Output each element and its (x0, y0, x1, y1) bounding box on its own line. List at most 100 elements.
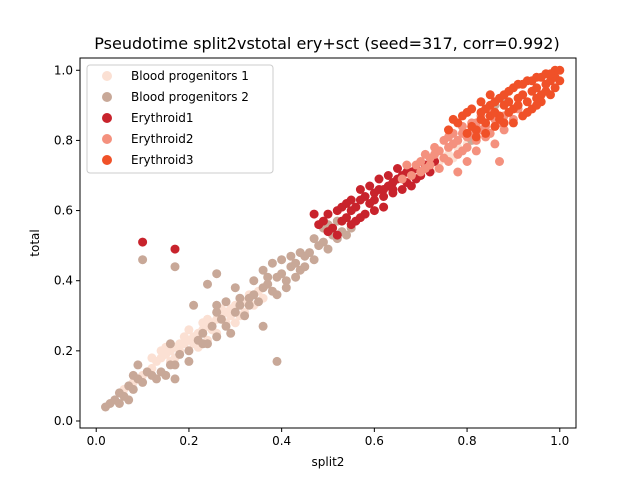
scatter-point-4 (532, 83, 542, 93)
legend-label: Erythroid3 (131, 153, 194, 167)
scatter-point-3 (453, 135, 463, 145)
scatter-point-4 (481, 128, 491, 138)
scatter-point-3 (471, 146, 481, 156)
scatter-point-4 (513, 100, 523, 110)
scatter-point-3 (444, 132, 453, 142)
plot-frame (79, 57, 577, 429)
scatter-point-4 (527, 76, 537, 86)
y-tick-label: 0.2 (54, 344, 73, 358)
legend-label: Erythroid2 (131, 132, 194, 146)
scatter-point-4 (504, 97, 514, 107)
chart-title: Pseudotime split2vstotal ery+sct (seed=3… (94, 34, 559, 53)
scatter-point-1 (212, 332, 222, 342)
scatter-point-4 (541, 86, 551, 96)
scatter-point-0 (179, 332, 189, 342)
scatter-point-1 (309, 255, 319, 265)
legend-marker (102, 113, 112, 123)
scatter-point-3 (420, 149, 430, 159)
scatter-point-2 (360, 192, 370, 201)
scatter-point-1 (309, 234, 319, 244)
scatter-point-3 (453, 149, 463, 159)
scatter-point-4 (444, 125, 453, 135)
y-tick-label: 0.8 (54, 133, 73, 147)
y-tick-label: 0.4 (54, 274, 73, 288)
scatter-point-2 (374, 174, 384, 184)
legend-label: Blood progenitors 2 (131, 90, 249, 104)
scatter-point-1 (254, 297, 263, 307)
scatter-point-1 (170, 360, 180, 370)
scatter-point-1 (138, 377, 148, 387)
scatter-point-0 (203, 314, 212, 324)
scatter-point-2 (406, 181, 416, 191)
legend-box (86, 64, 274, 174)
scatter-point-2 (365, 181, 375, 191)
scatter-point-1 (184, 356, 194, 366)
scatter-point-1 (235, 300, 245, 310)
scatter-point-2 (369, 206, 379, 216)
scatter-point-4 (555, 76, 565, 86)
scatter-point-4 (499, 90, 509, 100)
scatter-point-3 (444, 157, 453, 166)
legend-label: Blood progenitors 1 (131, 69, 249, 83)
scatter-point-1 (175, 349, 185, 359)
y-axis-label: total (28, 229, 42, 256)
scatter-point-1 (286, 251, 296, 261)
scatter-point-1 (305, 248, 314, 258)
scatter-point-1 (281, 283, 291, 293)
scatter-point-1 (170, 374, 180, 384)
scatter-point-2 (309, 209, 319, 219)
scatter-point-4 (485, 90, 495, 100)
scatter-point-4 (471, 132, 481, 142)
scatter-point-1 (277, 269, 287, 279)
scatter-point-1 (272, 356, 282, 366)
scatter-point-3 (402, 160, 412, 170)
scatter-point-1 (221, 297, 231, 307)
scatter-point-4 (532, 100, 542, 110)
legend-marker (102, 155, 112, 165)
scatter-point-1 (249, 276, 259, 286)
scatter-point-1 (198, 339, 208, 349)
scatter-point-1 (342, 230, 351, 240)
scatter-point-1 (124, 395, 134, 405)
scatter-point-1 (323, 244, 333, 254)
scatter-point-1 (198, 328, 208, 338)
scatter-point-0 (147, 353, 157, 363)
scatter-point-4 (532, 93, 542, 103)
scatter-point-1 (170, 262, 180, 272)
y-axis-ticks: 0.0 0.2 0.4 0.6 0.8 1.0 (54, 63, 80, 428)
scatter-point-1 (212, 307, 222, 317)
scatter-point-1 (267, 258, 277, 268)
legend-marker (102, 71, 112, 81)
x-tick-label: 0.0 (87, 434, 106, 448)
scatter-point-2 (393, 164, 402, 173)
scatter-point-4 (536, 72, 546, 82)
scatter-point-2 (323, 209, 333, 219)
scatter-point-2 (355, 185, 365, 194)
legend-marker (102, 92, 112, 102)
scatter-point-1 (272, 290, 282, 300)
scatter-point-1 (165, 339, 175, 349)
scatter-point-1 (230, 283, 240, 293)
scatter-point-1 (263, 279, 273, 289)
scatter-point-1 (128, 370, 138, 380)
scatter-point-2 (355, 213, 365, 223)
scatter-point-1 (281, 276, 291, 286)
scatter-point-2 (337, 216, 347, 226)
y-tick-label: 0.0 (54, 414, 73, 428)
scatter-point-1 (318, 237, 328, 247)
scatter-point-1 (138, 255, 148, 265)
scatter-point-4 (481, 104, 491, 114)
scatter-point-3 (490, 139, 500, 149)
scatter-point-4 (495, 114, 504, 124)
scatter-point-1 (152, 374, 161, 384)
scatter-point-4 (462, 128, 472, 138)
legend-marker (102, 134, 112, 144)
scatter-point-2 (351, 202, 361, 212)
scatter-point-3 (453, 167, 463, 177)
scatter-point-3 (425, 160, 435, 170)
y-tick-label: 0.6 (54, 204, 73, 218)
scatter-point-4 (490, 97, 500, 107)
scatter-point-4 (448, 114, 458, 124)
scatter-point-4 (462, 107, 472, 117)
scatter-point-2 (379, 202, 389, 212)
